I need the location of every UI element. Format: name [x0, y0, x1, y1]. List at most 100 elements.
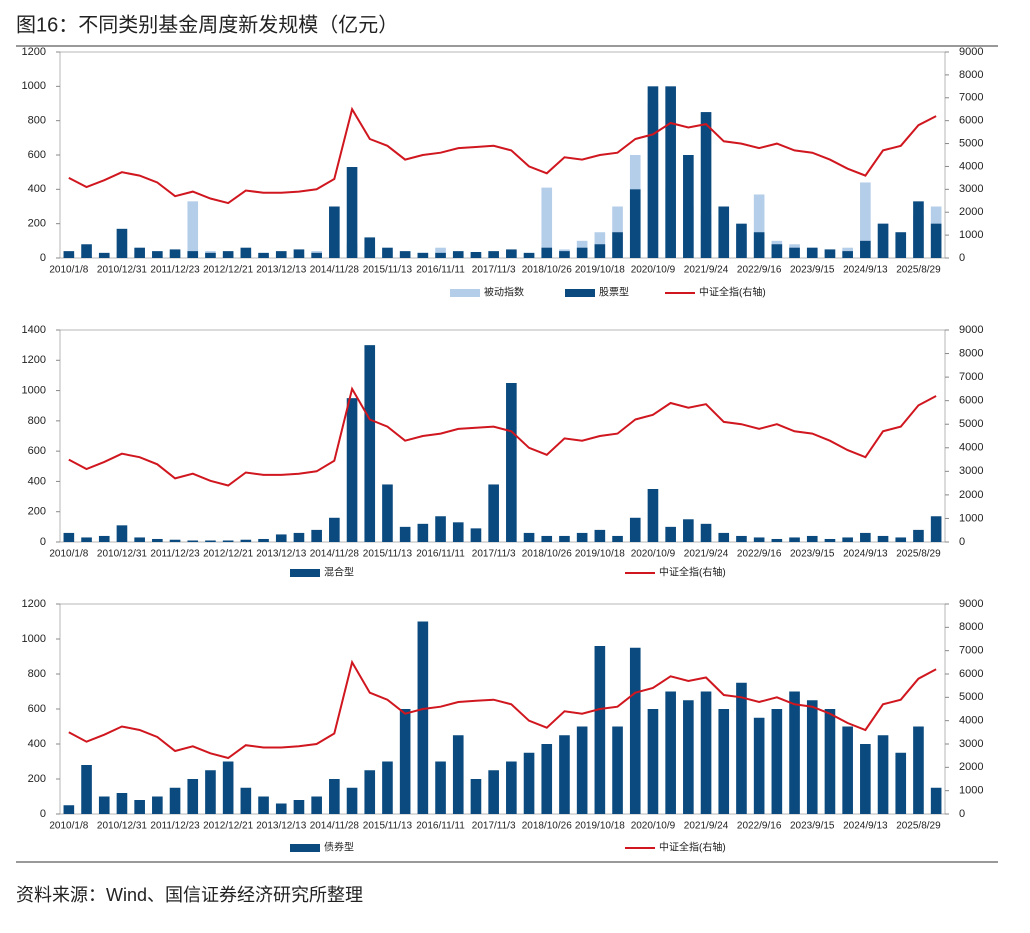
y-tick-label: 1000	[22, 633, 46, 645]
bar	[275, 251, 287, 258]
bar	[736, 223, 747, 258]
bar	[647, 709, 659, 814]
y2-tick-label: 4000	[959, 160, 983, 172]
y-tick-label: 200	[28, 506, 46, 518]
bar	[576, 726, 588, 814]
bar	[806, 700, 818, 814]
y2-tick-label: 2000	[959, 489, 983, 501]
y2-tick-label: 9000	[959, 598, 983, 610]
bar	[81, 244, 92, 258]
y2-tick-label: 0	[959, 536, 965, 548]
x-tick-label: 2010/1/8	[49, 821, 88, 832]
bar	[293, 800, 305, 814]
x-tick-label: 2013/12/13	[256, 265, 306, 276]
y2-tick-label: 6000	[959, 668, 983, 680]
bar	[205, 540, 216, 542]
x-tick-label: 2017/11/3	[472, 549, 516, 560]
x-tick-label: 2012/12/21	[203, 549, 253, 560]
bar	[134, 800, 145, 814]
bar	[488, 251, 499, 258]
x-tick-label: 2012/12/21	[203, 265, 253, 276]
bar	[559, 735, 570, 814]
bar	[187, 540, 199, 542]
x-tick-label: 2020/10/9	[631, 821, 676, 832]
bar	[488, 770, 499, 814]
bar	[895, 232, 907, 258]
source-note: 资料来源：Wind、国信证券经济研究所整理	[16, 885, 363, 905]
bar	[364, 237, 376, 258]
x-tick-label: 2021/9/24	[684, 265, 729, 276]
bar	[594, 244, 606, 258]
x-tick-label: 2011/12/23	[150, 549, 200, 560]
bar	[382, 484, 393, 542]
y-tick-label: 800	[28, 115, 46, 127]
bar	[683, 700, 694, 814]
y2-tick-label: 7000	[959, 371, 983, 383]
bar	[399, 709, 411, 814]
legend-label: 债券型	[324, 841, 354, 854]
bar	[258, 252, 269, 258]
bar	[860, 744, 871, 814]
x-tick-label: 2019/10/18	[575, 821, 625, 832]
bar	[506, 249, 517, 258]
bar	[930, 516, 942, 542]
bar	[205, 252, 216, 258]
bar	[134, 537, 145, 542]
y-tick-label: 200	[28, 218, 46, 230]
bar	[629, 647, 641, 814]
x-tick-label: 2018/10/26	[522, 265, 572, 276]
bar	[718, 532, 730, 542]
bar	[700, 523, 712, 542]
bar	[311, 529, 322, 542]
figure-title: 图16：不同类别基金周度新发规模（亿元）	[16, 13, 398, 36]
bar	[806, 247, 818, 258]
x-tick-label: 2016/11/11	[416, 549, 465, 560]
y-tick-label: 1000	[22, 384, 46, 396]
bar	[63, 251, 75, 258]
x-tick-label: 2015/11/13	[363, 821, 413, 832]
bar	[346, 787, 358, 814]
x-tick-label: 2013/12/13	[256, 821, 306, 832]
bar	[736, 535, 747, 542]
y2-tick-label: 6000	[959, 115, 983, 127]
bar	[718, 709, 730, 814]
bar	[116, 228, 128, 258]
x-tick-label: 2011/12/23	[150, 265, 200, 276]
bar	[329, 779, 340, 814]
bar	[346, 167, 358, 258]
bar	[594, 646, 606, 814]
bar	[789, 691, 800, 814]
bar	[753, 194, 765, 258]
bar	[488, 484, 499, 542]
bar	[895, 537, 907, 542]
x-tick-label: 2016/11/11	[416, 821, 465, 832]
bar	[789, 247, 800, 258]
index-line	[68, 386, 937, 487]
y2-tick-label: 3000	[959, 183, 983, 195]
bar	[806, 535, 818, 542]
bar	[187, 779, 199, 814]
y-tick-label: 1200	[22, 46, 46, 58]
x-tick-label: 2021/9/24	[684, 821, 729, 832]
y2-tick-label: 1000	[959, 229, 983, 241]
y2-tick-label: 2000	[959, 761, 983, 773]
bar	[559, 251, 570, 258]
y-tick-label: 400	[28, 183, 46, 195]
bar	[683, 155, 694, 258]
bar	[665, 526, 676, 542]
bar	[293, 249, 305, 258]
x-tick-label: 2019/10/18	[575, 549, 625, 560]
y2-tick-label: 1000	[959, 785, 983, 797]
bar	[842, 726, 853, 814]
bar	[771, 244, 783, 258]
x-tick-label: 2014/11/28	[310, 549, 360, 560]
bar	[222, 540, 234, 542]
bar	[452, 735, 464, 814]
x-tick-label: 2023/9/15	[790, 265, 835, 276]
x-tick-label: 2018/10/26	[522, 549, 572, 560]
y2-tick-label: 1000	[959, 512, 983, 524]
y2-tick-label: 2000	[959, 206, 983, 218]
y2-tick-label: 3000	[959, 465, 983, 477]
x-tick-label: 2016/11/11	[416, 265, 465, 276]
bar	[753, 537, 765, 542]
